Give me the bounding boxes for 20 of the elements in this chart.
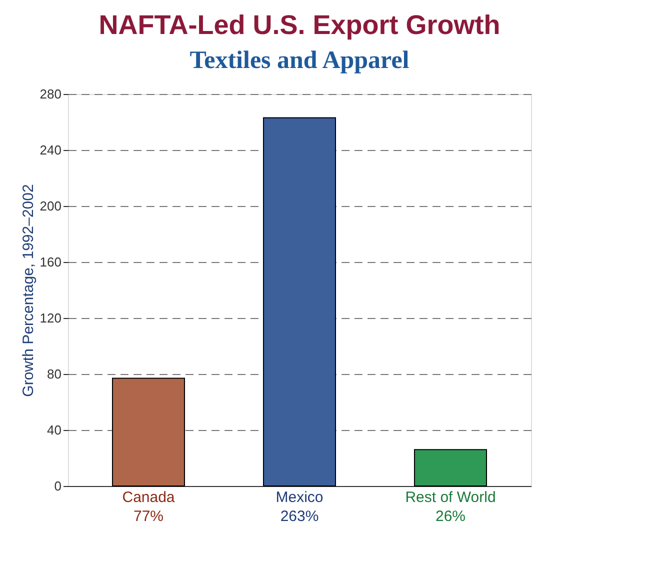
y-tick-label: 120	[40, 310, 62, 326]
chart-subtitle: Textiles and Apparel	[190, 47, 410, 74]
y-tick-label: 40	[47, 422, 62, 438]
data-label: 26%	[435, 508, 466, 525]
y-tick-label: 280	[40, 86, 62, 102]
bar	[263, 117, 336, 486]
y-tick-label: 160	[40, 254, 62, 270]
bar	[112, 378, 185, 486]
data-label: 263%	[280, 508, 319, 525]
x-tick-label: Canada	[122, 489, 176, 506]
bar	[414, 449, 487, 486]
x-tick-label: Rest of World	[405, 489, 496, 506]
x-tick-label: Mexico	[276, 489, 324, 506]
y-axis-title: Growth Percentage, 1992–2002	[20, 184, 37, 397]
y-tick-label: 0	[54, 478, 62, 494]
y-tick-label: 240	[40, 142, 62, 158]
y-tick-label: 80	[47, 366, 62, 382]
data-label: 77%	[133, 508, 164, 525]
y-tick-label: 200	[40, 198, 62, 214]
chart-title: NAFTA-Led U.S. Export Growth	[98, 10, 500, 40]
